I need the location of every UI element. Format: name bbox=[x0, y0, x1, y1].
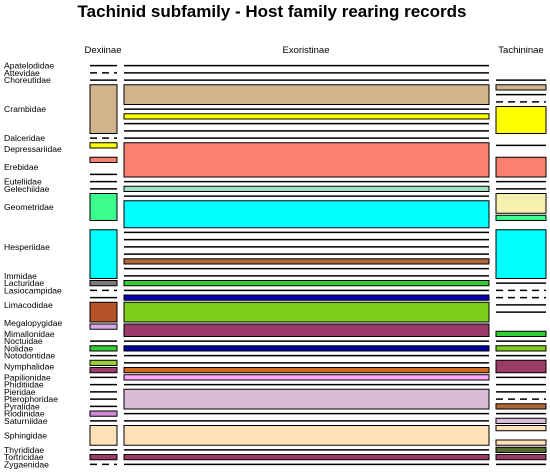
record-box-dexiinae bbox=[89, 301, 118, 323]
record-box-exoristinae bbox=[123, 425, 490, 446]
record-box-exoristinae bbox=[123, 323, 490, 337]
record-box-exoristinae bbox=[123, 388, 490, 410]
family-label-thyrididae: Thyrididae bbox=[4, 445, 44, 455]
record-box-exoristinae bbox=[123, 200, 490, 229]
family-label-megalopygidae: Megalopygidae bbox=[4, 318, 63, 328]
record-box-tachininae bbox=[495, 446, 547, 453]
record-box-dexiinae bbox=[89, 142, 118, 149]
family-label-hesperiidae: Hesperiidae bbox=[4, 242, 50, 252]
family-label-geometridae: Geometridae bbox=[4, 202, 54, 212]
family-label-notodontidae: Notodontidae bbox=[4, 351, 55, 361]
family-label-pyralidae: Pyralidae bbox=[4, 401, 40, 411]
column-headers: Dexiinae Exoristinae Tachininae bbox=[85, 45, 544, 56]
record-box-dexiinae bbox=[89, 359, 118, 366]
family-label-pieridae: Pieridae bbox=[4, 387, 36, 397]
record-box-dexiinae bbox=[89, 410, 118, 417]
family-label-apatelodidae: Apatelodidae bbox=[4, 61, 54, 71]
family-label-crambidae: Crambidae bbox=[4, 104, 46, 114]
column-header-exoristinae: Exoristinae bbox=[283, 45, 330, 56]
record-box-exoristinae bbox=[123, 258, 490, 265]
family-label-erebidae: Erebidae bbox=[4, 162, 39, 172]
record-box-tachininae bbox=[495, 193, 547, 214]
record-box-tachininae bbox=[495, 417, 547, 424]
record-box-tachininae bbox=[495, 359, 547, 374]
record-box-tachininae bbox=[495, 345, 547, 352]
record-box-dexiinae bbox=[89, 367, 118, 374]
family-label-pterophoridae: Pterophoridae bbox=[4, 394, 58, 404]
family-label-nolidae: Nolidae bbox=[4, 343, 33, 353]
record-box-exoristinae bbox=[123, 84, 490, 105]
record-box-exoristinae bbox=[123, 294, 490, 301]
record-box-exoristinae bbox=[123, 345, 490, 352]
chart-marks bbox=[89, 64, 547, 466]
family-label-depressariidae: Depressariidae bbox=[4, 144, 62, 154]
family-label-euteliidae: Euteliidae bbox=[4, 177, 42, 187]
family-label-tortricidae: Tortricidae bbox=[4, 452, 44, 462]
record-box-exoristinae bbox=[123, 454, 490, 461]
family-label-nymphalidae: Nymphalidae bbox=[4, 362, 54, 372]
family-label-attevidae: Attevidae bbox=[4, 68, 40, 78]
record-box-dexiinae bbox=[89, 425, 118, 446]
record-box-tachininae bbox=[495, 84, 547, 91]
record-box-dexiinae bbox=[89, 193, 118, 221]
family-label-lacturidae: Lacturidae bbox=[4, 278, 44, 288]
record-box-tachininae bbox=[495, 156, 547, 178]
record-box-dexiinae bbox=[89, 323, 118, 330]
record-box-tachininae bbox=[495, 330, 547, 337]
column-header-tachininae: Tachininae bbox=[498, 45, 543, 56]
family-label-gelechiidae: Gelechiidae bbox=[4, 184, 50, 194]
record-box-exoristinae bbox=[123, 113, 490, 120]
record-box-exoristinae bbox=[123, 280, 490, 287]
family-label-mimallonidae: Mimallonidae bbox=[4, 329, 55, 339]
record-box-exoristinae bbox=[123, 301, 490, 323]
record-box-exoristinae bbox=[123, 367, 490, 374]
family-label-saturniidae: Saturniidae bbox=[4, 416, 48, 426]
record-box-tachininae bbox=[495, 439, 547, 446]
family-label-sphingidae: Sphingidae bbox=[4, 430, 47, 440]
family-label-limacodidae: Limacodidae bbox=[4, 300, 53, 310]
family-label-zygaenidae: Zygaenidae bbox=[4, 459, 49, 469]
record-box-tachininae bbox=[495, 454, 547, 461]
record-box-dexiinae bbox=[89, 454, 118, 461]
record-box-dexiinae bbox=[89, 280, 118, 287]
record-box-dexiinae bbox=[89, 156, 118, 163]
record-box-tachininae bbox=[495, 106, 547, 134]
family-label-lasiocampidae: Lasiocampidae bbox=[4, 285, 62, 295]
family-label-riodinidae: Riodinidae bbox=[4, 409, 45, 419]
family-label-dalceridae: Dalceridae bbox=[4, 133, 45, 143]
column-header-dexiinae: Dexiinae bbox=[85, 45, 122, 56]
record-box-dexiinae bbox=[89, 229, 118, 279]
chart-title: Tachinid subfamily - Host family rearing… bbox=[78, 2, 467, 21]
record-box-tachininae bbox=[495, 403, 547, 410]
record-box-dexiinae bbox=[89, 84, 118, 134]
record-box-tachininae bbox=[495, 229, 547, 279]
record-box-exoristinae bbox=[123, 142, 490, 178]
record-box-tachininae bbox=[495, 214, 547, 221]
family-label-phiditiidae: Phiditiidae bbox=[4, 380, 44, 390]
family-label-immidae: Immidae bbox=[4, 271, 37, 281]
record-box-tachininae bbox=[495, 425, 547, 432]
family-label-noctuidae: Noctuidae bbox=[4, 336, 43, 346]
family-label-papilionidae: Papilionidae bbox=[4, 372, 51, 382]
family-label-choreutidae: Choreutidae bbox=[4, 75, 51, 85]
record-box-exoristinae bbox=[123, 374, 490, 381]
record-box-dexiinae bbox=[89, 345, 118, 352]
record-box-exoristinae bbox=[123, 185, 490, 192]
